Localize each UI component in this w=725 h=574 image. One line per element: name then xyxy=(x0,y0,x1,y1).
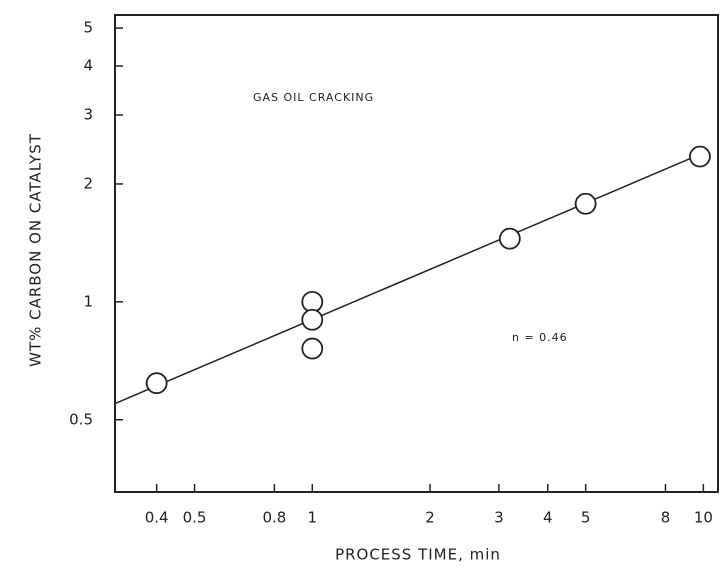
x-tick-label: 5 xyxy=(581,509,591,527)
x-tick-label: 3 xyxy=(494,509,504,527)
y-tick-label: 0.5 xyxy=(69,410,93,428)
annotation: n = 0.46 xyxy=(512,331,568,344)
x-tick-label: 4 xyxy=(543,509,553,527)
y-axis-label: WT% CARBON ON CATALYST xyxy=(27,133,45,367)
y-tick-label: 4 xyxy=(83,57,93,75)
point xyxy=(301,290,324,313)
point xyxy=(498,227,521,250)
x-tick-label: 0.4 xyxy=(145,509,169,527)
y-tick-label: 1 xyxy=(83,292,93,310)
fit-line xyxy=(114,152,704,405)
x-tick-label: 8 xyxy=(661,509,671,527)
y-tick-label: 5 xyxy=(83,19,93,37)
y-tick-label: 3 xyxy=(83,105,93,123)
point xyxy=(145,372,168,395)
point xyxy=(301,308,324,331)
x-axis-label: PROCESS TIME, min xyxy=(335,546,501,564)
point xyxy=(689,145,711,168)
x-tick-label: 10 xyxy=(694,509,713,527)
x-tick-label: 0.5 xyxy=(183,509,207,527)
y-tick-label: 2 xyxy=(83,174,93,192)
point xyxy=(301,337,324,360)
plot-frame xyxy=(114,14,719,493)
x-tick-label: 0.8 xyxy=(262,509,286,527)
x-tick-label: 2 xyxy=(425,509,435,527)
point xyxy=(574,192,597,215)
x-tick-label: 1 xyxy=(308,509,318,527)
annotation: GAS OIL CRACKING xyxy=(253,91,374,104)
